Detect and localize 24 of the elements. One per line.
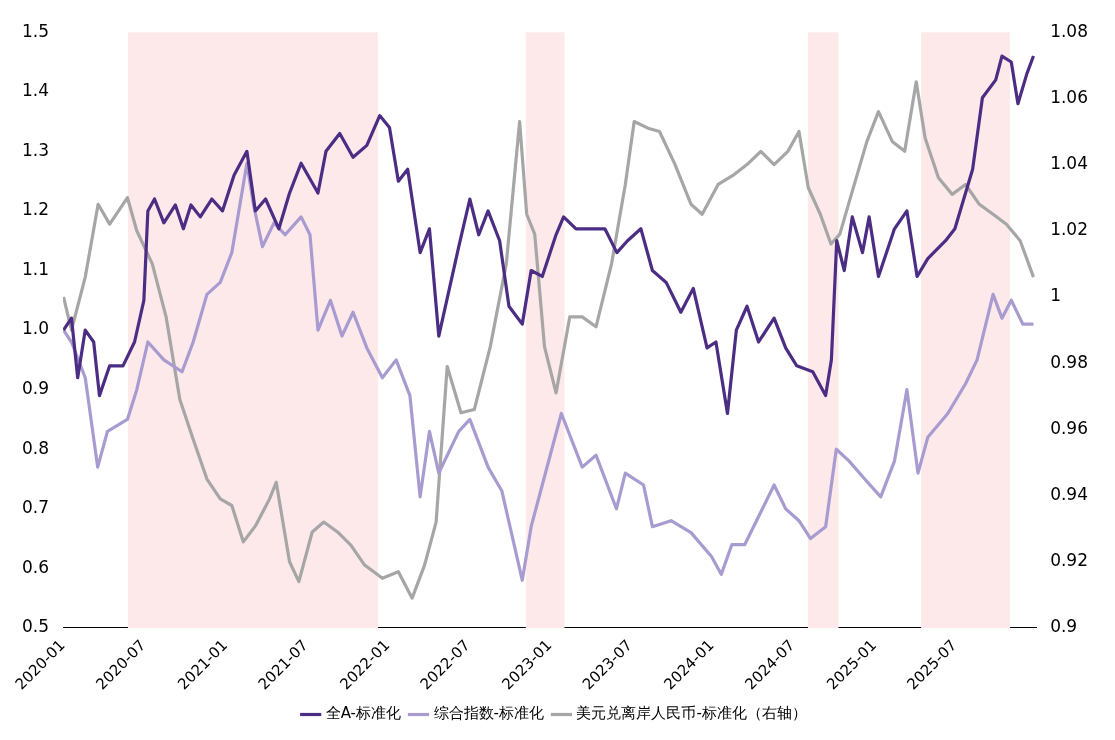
y2-tick-label: 1.06 [1050,86,1089,107]
legend-label: 全A-标准化 [325,704,402,723]
y-tick-label: 0.6 [21,556,50,577]
y-tick-label: 0.8 [21,437,50,458]
y-tick-label: 1.2 [21,199,50,220]
legend-label: 综合指数-标准化 [433,704,544,723]
y2-tick-label: 1.04 [1050,153,1089,174]
y-tick-label: 1.1 [21,258,50,279]
y2-tick-label: 0.92 [1050,550,1089,571]
y2-tick-label: 0.98 [1050,351,1089,372]
y-tick-label: 0.9 [21,378,50,399]
y-tick-label: 0.7 [21,497,50,518]
y-tick-label: 1.4 [21,80,50,101]
y-tick-label: 1.0 [21,318,50,339]
legend-label: 美元兑离岸人民币-标准化（右轴） [576,704,807,723]
y2-tick-label: 1 [1050,285,1061,306]
y-tick-label: 0.5 [21,616,50,637]
y-tick-label: 1.5 [21,20,50,41]
y2-tick-label: 0.94 [1050,483,1089,504]
y2-tick-label: 0.9 [1050,616,1078,637]
y2-tick-label: 1.02 [1050,219,1089,240]
y2-tick-label: 0.96 [1050,417,1089,438]
y-tick-label: 1.3 [21,139,50,160]
y2-tick-label: 1.08 [1050,20,1089,41]
